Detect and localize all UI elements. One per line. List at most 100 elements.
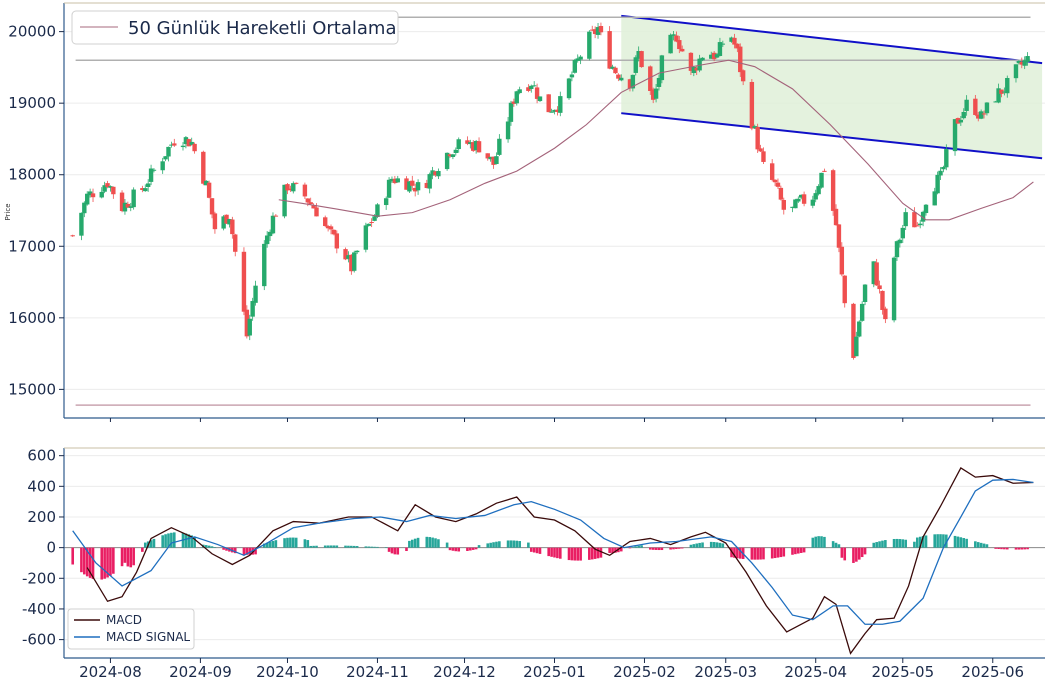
macd-histogram-bar xyxy=(413,538,417,548)
candle-body xyxy=(346,255,351,259)
macd-histogram-bar xyxy=(840,547,844,558)
candle xyxy=(264,231,270,248)
candle xyxy=(633,55,638,76)
candle xyxy=(325,224,331,232)
macd-histogram-bar xyxy=(852,547,855,563)
macd-histogram-bar xyxy=(776,547,780,558)
candle-body xyxy=(433,171,438,176)
candle-body xyxy=(160,161,165,171)
candle xyxy=(566,77,572,100)
candle xyxy=(769,159,775,182)
candle-body xyxy=(697,58,702,71)
candle xyxy=(1016,60,1022,65)
macd-histogram-bar xyxy=(855,547,858,562)
macd-histogram-bar xyxy=(791,547,794,555)
candle xyxy=(253,280,258,306)
candle xyxy=(859,301,865,322)
candle xyxy=(529,84,534,93)
candle xyxy=(973,94,978,117)
candle xyxy=(752,124,757,130)
candle-body xyxy=(656,77,662,87)
macd-histogram-bar xyxy=(753,547,757,560)
candle xyxy=(166,146,171,162)
candle xyxy=(610,64,615,70)
macd-histogram-bar xyxy=(945,534,948,548)
candle-body xyxy=(1013,64,1019,79)
candle xyxy=(247,314,252,341)
candle xyxy=(465,136,470,146)
candle xyxy=(270,212,276,235)
candle-body xyxy=(917,223,923,226)
macd-histogram-bar xyxy=(268,541,272,548)
macd-histogram-bar xyxy=(245,547,249,555)
macd-histogram-bar xyxy=(350,545,353,548)
candle xyxy=(262,240,267,291)
candle xyxy=(204,180,209,186)
candle-body xyxy=(366,223,371,226)
macd-histogram-bar xyxy=(672,547,675,550)
macd-histogram-bar xyxy=(387,547,391,552)
macd-histogram-bar xyxy=(355,546,359,548)
candle xyxy=(250,297,255,321)
candle xyxy=(488,156,493,162)
candle-body xyxy=(308,202,313,205)
macd-histogram-bar xyxy=(457,547,461,552)
candle-body xyxy=(241,251,247,312)
macd-histogram-bar xyxy=(242,547,246,555)
candle xyxy=(407,180,412,193)
candle-body xyxy=(735,43,740,49)
candle xyxy=(201,150,206,186)
macd-y-tick-label: -600 xyxy=(22,631,56,649)
x-tick-label: 2024-10 xyxy=(256,663,319,677)
candle-body xyxy=(546,94,551,113)
candle-body xyxy=(717,42,723,56)
candle xyxy=(793,198,798,209)
candle-body xyxy=(369,221,374,223)
candle xyxy=(131,187,136,210)
candle-body xyxy=(404,178,409,190)
macd-histogram-bar xyxy=(953,535,957,548)
macd-histogram-bar xyxy=(837,544,841,548)
macd-histogram-bar xyxy=(518,541,521,548)
price-y-axis-label: Price xyxy=(4,203,12,220)
x-tick-label: 2024-12 xyxy=(433,663,496,677)
candle xyxy=(694,65,699,76)
x-tick-label: 2024-09 xyxy=(169,663,232,677)
macd-y-tick-label: 400 xyxy=(27,477,56,495)
candle-body xyxy=(932,191,937,206)
macd-histogram-bar xyxy=(901,539,905,548)
candle xyxy=(233,233,238,257)
candle-body xyxy=(738,46,743,73)
candle xyxy=(964,95,969,116)
candle-body xyxy=(526,87,531,91)
candle-body xyxy=(105,183,110,188)
macd-legend: MACD MACD SIGNAL xyxy=(67,608,195,650)
candle xyxy=(148,164,154,186)
price-panel: 15000 16000 17000 18000 19000 20000 Price 50 … xyxy=(4,2,1045,419)
candle xyxy=(90,188,96,203)
candle-body xyxy=(816,186,821,195)
candle-body xyxy=(920,211,926,222)
macd-histogram-bar xyxy=(515,540,519,548)
macd-histogram-bar xyxy=(921,536,925,548)
candle-body xyxy=(595,27,601,35)
candle xyxy=(720,40,726,47)
candle-body xyxy=(325,226,331,229)
candle-body xyxy=(392,178,398,184)
candle-body xyxy=(471,142,476,151)
candle xyxy=(839,242,845,277)
candle-body xyxy=(1025,56,1030,62)
macd-histogram-bar xyxy=(1020,547,1024,550)
macd-histogram-bar xyxy=(718,542,722,548)
candle-body xyxy=(700,57,705,61)
candle xyxy=(915,222,920,227)
candle-body xyxy=(125,203,131,208)
macd-histogram-bar xyxy=(492,542,495,548)
macd-histogram-bar xyxy=(976,542,980,548)
candle-body xyxy=(883,308,888,320)
macd-histogram-bar xyxy=(762,547,765,560)
macd-histogram-bar xyxy=(860,547,864,558)
macd-histogram-bar xyxy=(254,547,257,555)
macd-histogram-bar xyxy=(172,532,176,548)
candle xyxy=(105,180,110,189)
